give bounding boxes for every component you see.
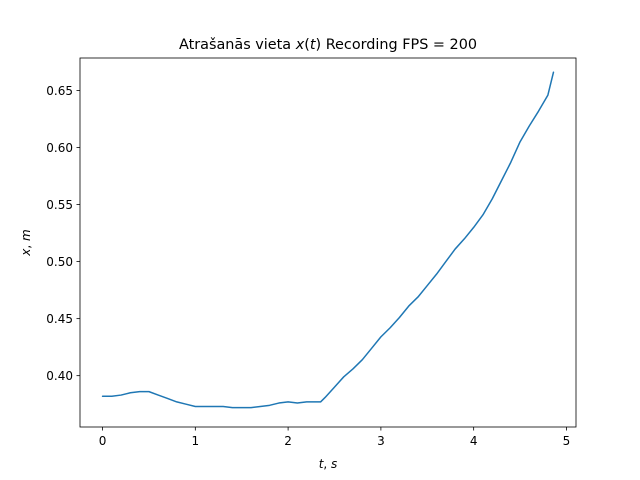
- axes-frame: [79, 57, 577, 428]
- y-tick-label: 0.40: [46, 369, 73, 383]
- x-tick-label: 5: [563, 434, 571, 448]
- y-tick-label: 0.45: [46, 312, 73, 326]
- x-axis-label: t, s: [319, 457, 338, 471]
- y-tick-label: 0.55: [46, 198, 73, 212]
- x-tick-label: 2: [284, 434, 292, 448]
- y-tick-label: 0.50: [46, 255, 73, 269]
- y-axis-label: x, m: [19, 229, 33, 256]
- x-tick-label: 1: [192, 434, 200, 448]
- x-tick-label: 4: [470, 434, 478, 448]
- y-tick-label: 0.65: [46, 84, 73, 98]
- series-line: [101, 71, 555, 409]
- chart-title: Atrašanās vieta x(t) Recording FPS = 200: [179, 37, 477, 53]
- y-axis-ticks: 0.40 0.45 0.50 0.55 0.60 0.65: [46, 84, 80, 383]
- x-tick-label: 3: [377, 434, 385, 448]
- x-axis-ticks: 0 1 2 3 4 5: [99, 427, 571, 448]
- y-tick-label: 0.60: [46, 141, 73, 155]
- x-tick-label: 0: [99, 434, 107, 448]
